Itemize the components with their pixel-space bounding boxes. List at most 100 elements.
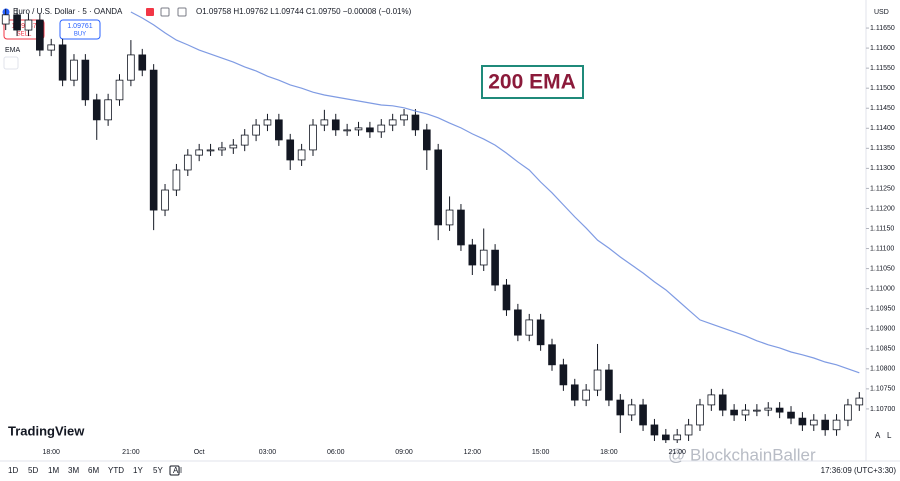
candle-body xyxy=(468,244,477,266)
candle-body xyxy=(366,127,374,133)
y-tick-label: 1.11200 xyxy=(870,205,895,212)
annotation-text: 200 EMA xyxy=(488,71,576,94)
x-tick-label: 21:00 xyxy=(668,449,686,456)
candle-body xyxy=(844,404,852,421)
candle-body xyxy=(70,59,78,81)
y-tick-label: 1.10700 xyxy=(870,406,895,413)
y-tick-label: 1.11150 xyxy=(870,225,894,232)
candle-body xyxy=(684,424,693,436)
annotation-box xyxy=(481,65,584,99)
y-tick-label: 1.11100 xyxy=(870,245,894,252)
candle-body xyxy=(627,404,636,416)
candle-body xyxy=(548,344,556,366)
close-icon[interactable] xyxy=(177,7,187,17)
buy-price: 1.09761 xyxy=(67,23,92,30)
candle-body xyxy=(13,14,21,31)
x-tick-label: 12:00 xyxy=(464,449,482,456)
candle-body xyxy=(206,149,215,152)
y-tick-label: 1.11450 xyxy=(870,105,895,112)
candle-body xyxy=(263,119,272,126)
candle-body xyxy=(798,417,807,426)
candle-body xyxy=(605,369,613,401)
range-button[interactable]: 3M xyxy=(68,466,79,475)
candle-body xyxy=(514,309,522,336)
range-button[interactable]: YTD xyxy=(108,466,124,475)
log-scale[interactable]: L xyxy=(887,431,892,440)
symbol-title[interactable]: Euro / U.S. Dollar · 5 · OANDA xyxy=(13,7,123,16)
candle-body xyxy=(218,147,226,151)
y-tick-label: 1.11350 xyxy=(870,145,895,152)
range-button[interactable]: 1D xyxy=(8,466,18,475)
candle-body xyxy=(525,319,534,336)
candle-body xyxy=(718,394,727,411)
candle-body xyxy=(673,434,682,441)
candle-body xyxy=(343,129,351,132)
candle-body xyxy=(36,19,44,51)
candle-body xyxy=(422,129,431,151)
range-button[interactable]: 6M xyxy=(88,466,99,475)
x-tick-label: 09:00 xyxy=(395,449,413,456)
ohlc-values: O1.09758 H1.09762 L1.09744 C1.09750 −0.0… xyxy=(196,7,412,16)
candle-body xyxy=(809,419,818,426)
candle-body xyxy=(127,54,135,81)
clock: 17:36:09 (UTC+3:30) xyxy=(821,466,897,475)
buy-label: BUY xyxy=(74,32,86,38)
candle-body xyxy=(570,384,579,401)
candle-body xyxy=(775,407,784,413)
candle-body xyxy=(821,419,829,431)
candle-body xyxy=(400,114,408,121)
candle-body xyxy=(582,389,590,401)
x-tick-label: 18:00 xyxy=(42,449,60,456)
y-tick-label: 1.11250 xyxy=(870,185,895,192)
candle-body xyxy=(320,119,329,126)
indicator-label[interactable]: EMA xyxy=(5,47,21,54)
candle-body xyxy=(753,409,761,412)
candle-body xyxy=(104,99,112,121)
x-tick-label: Oct xyxy=(194,449,205,456)
candle-body xyxy=(115,79,124,101)
candle-body xyxy=(388,119,397,126)
candle-body xyxy=(47,44,56,51)
y-tick-label: 1.10750 xyxy=(870,386,895,393)
candle-body xyxy=(445,209,454,226)
candle-body xyxy=(161,189,169,211)
brand-logo: TradingView xyxy=(8,423,85,438)
candle-body xyxy=(138,54,147,71)
calendar-icon[interactable] xyxy=(169,465,180,476)
range-button[interactable]: 5D xyxy=(28,466,38,475)
sell-label: SELL xyxy=(17,32,32,38)
x-tick-label: 21:00 xyxy=(122,449,140,456)
range-button[interactable]: 1Y xyxy=(133,466,143,475)
x-tick-label: 06:00 xyxy=(327,449,345,456)
buy-button[interactable] xyxy=(59,19,101,40)
y-tick-label: 1.10850 xyxy=(870,346,895,353)
range-button[interactable]: 1M xyxy=(48,466,59,475)
candle-body xyxy=(286,139,295,161)
candle-body xyxy=(730,409,738,416)
y-tick-label: 1.11000 xyxy=(870,285,895,292)
collapse-button[interactable] xyxy=(3,56,19,70)
candle-body xyxy=(354,127,363,131)
y-tick-label: 1.11650 xyxy=(870,25,895,32)
auto-scale[interactable]: A xyxy=(875,431,881,440)
candle-body xyxy=(479,249,488,266)
candle-body xyxy=(764,407,773,411)
status-icon xyxy=(146,8,154,16)
range-button[interactable]: 5Y xyxy=(153,466,163,475)
x-tick-label: 18:00 xyxy=(600,449,618,456)
currency-label[interactable]: USD xyxy=(874,9,889,16)
settings-icon[interactable] xyxy=(160,7,170,17)
candle-body xyxy=(855,397,864,406)
candle-body xyxy=(331,119,340,131)
candle-body xyxy=(252,124,260,136)
y-tick-label: 1.10800 xyxy=(870,366,895,373)
range-button[interactable]: All xyxy=(173,466,182,475)
y-tick-label: 1.11550 xyxy=(870,65,895,72)
y-tick-label: 1.10950 xyxy=(870,306,895,313)
candle-body xyxy=(559,364,568,386)
candle-body xyxy=(297,149,306,161)
ema-line xyxy=(130,11,860,374)
watermark: @ BlockchainBaller xyxy=(668,445,816,464)
candle-body xyxy=(377,124,386,133)
candle-body xyxy=(24,19,33,31)
